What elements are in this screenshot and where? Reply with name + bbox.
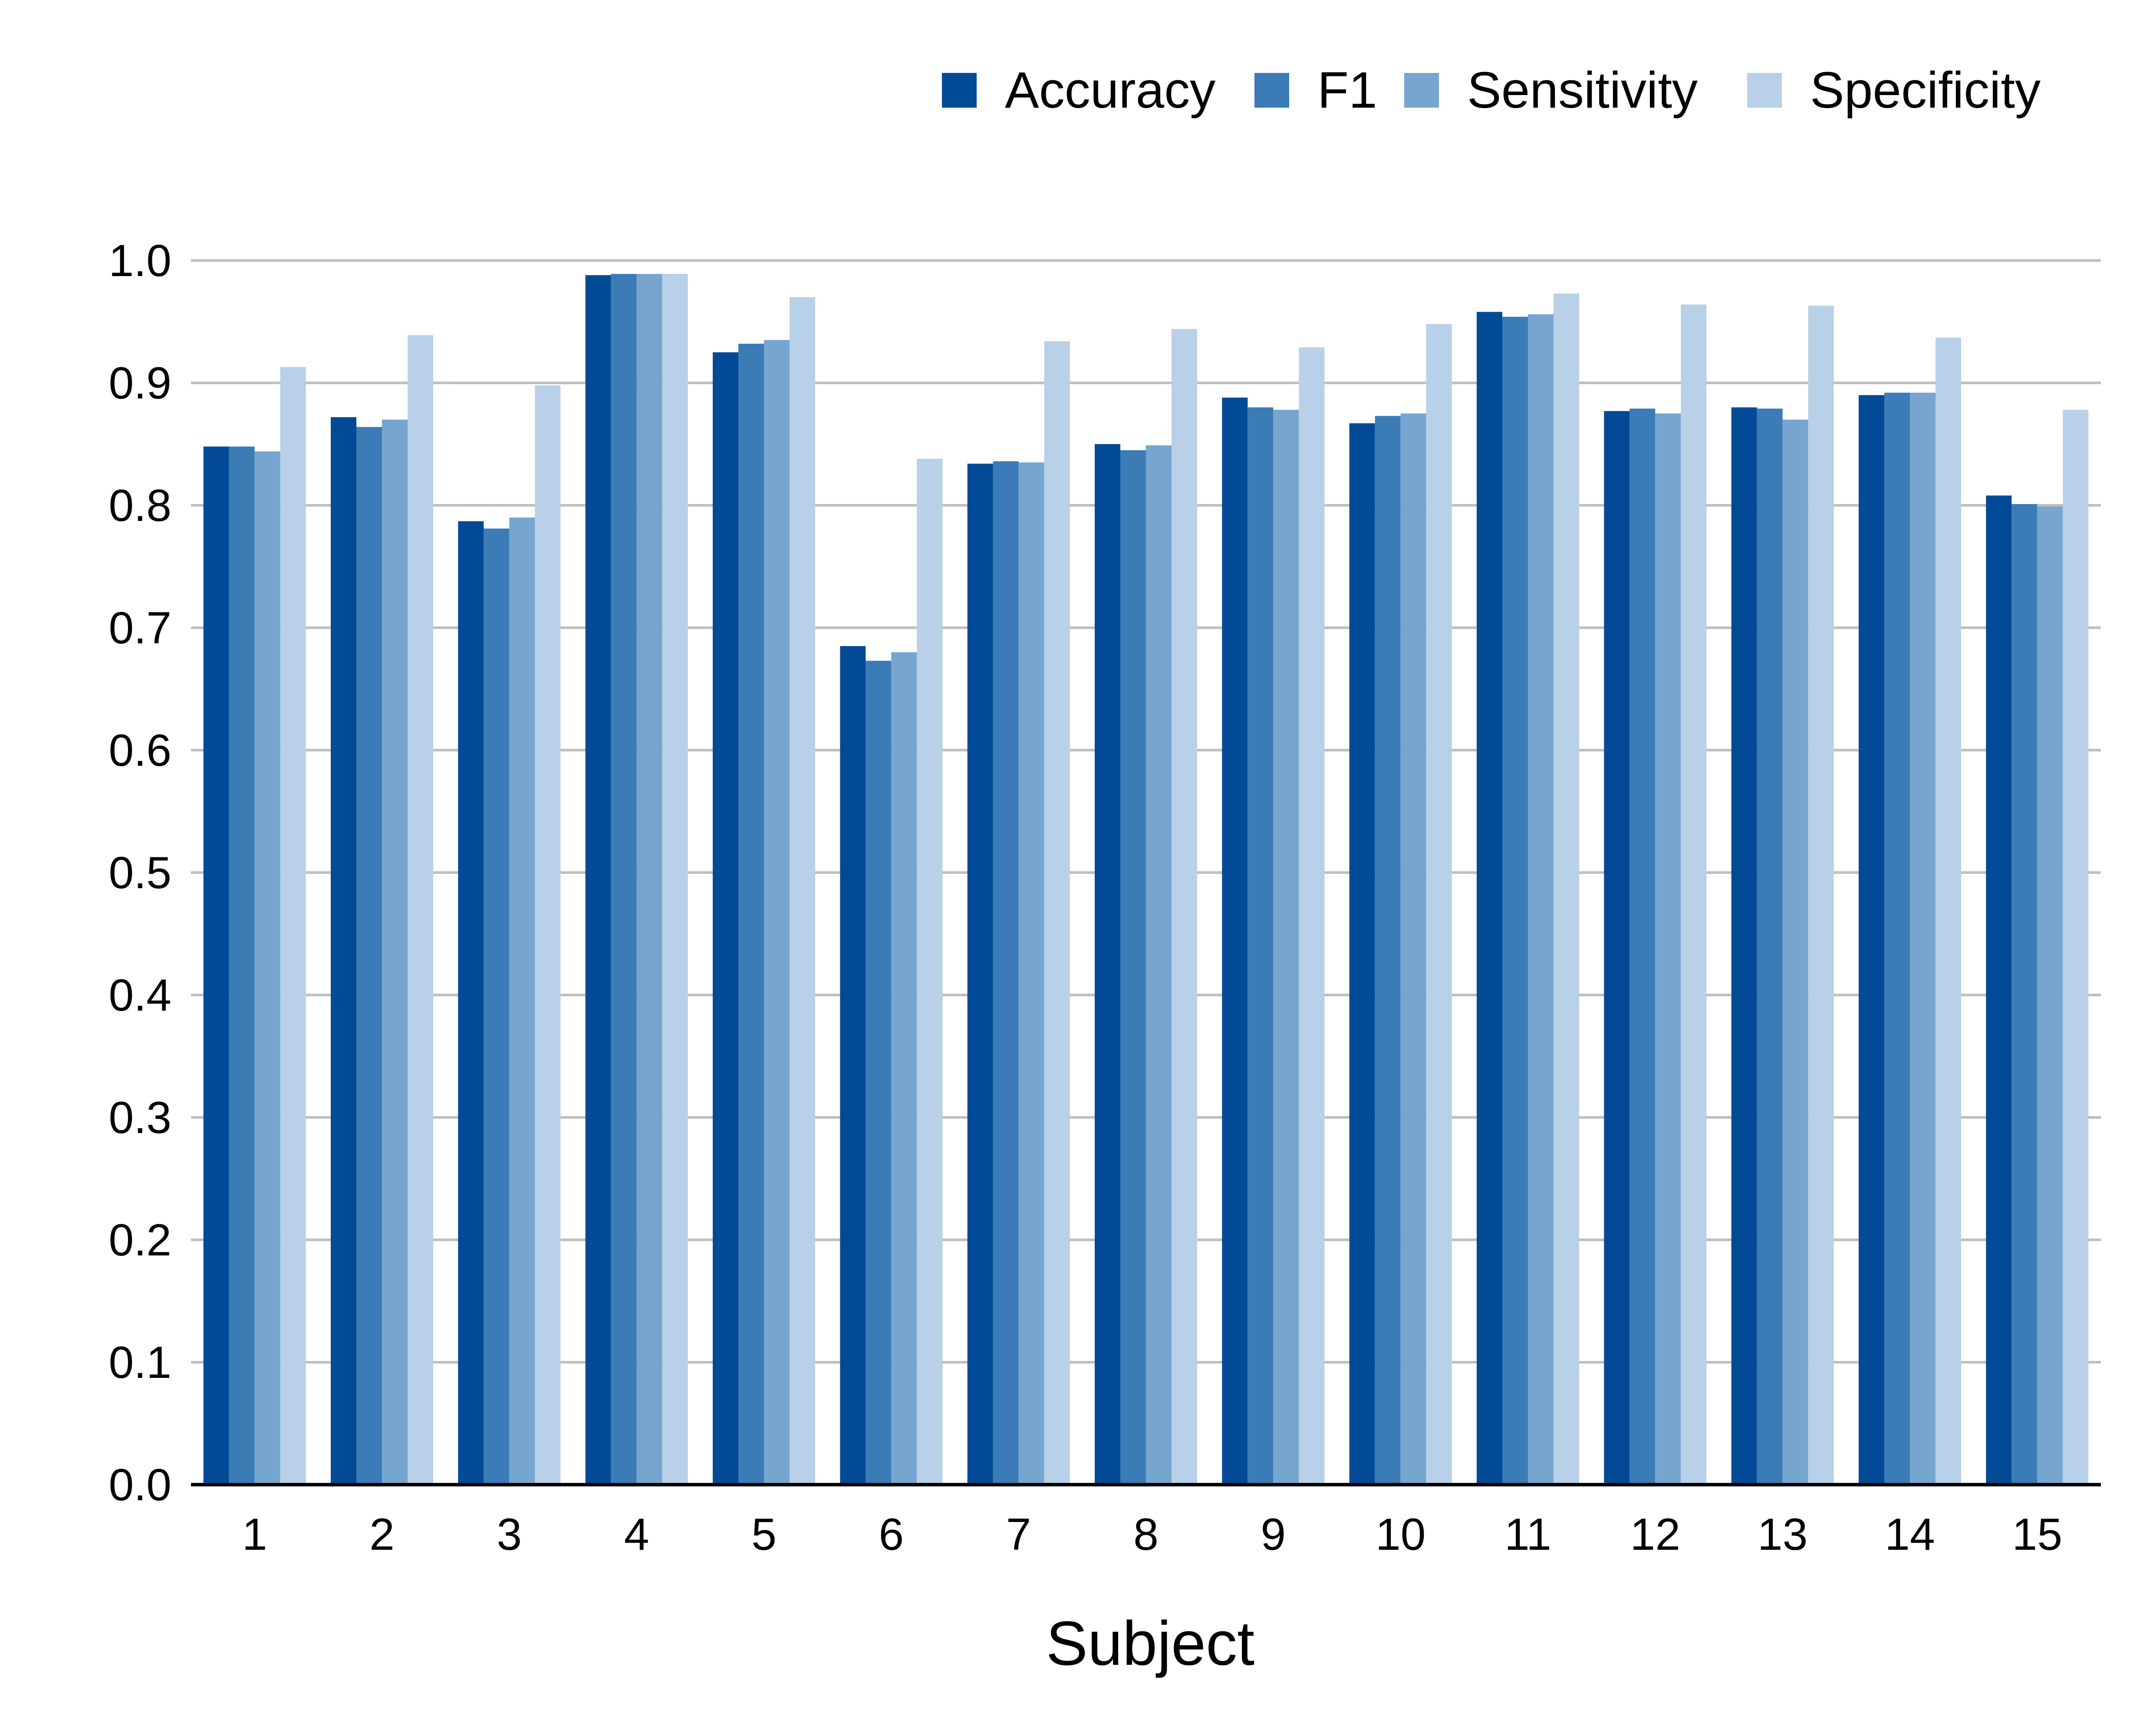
bar-f1-subject-1 xyxy=(229,446,255,1485)
bar-specificity-subject-13 xyxy=(1808,306,1834,1485)
bar-specificity-subject-11 xyxy=(1554,293,1579,1485)
bar-sensitivity-subject-13 xyxy=(1782,419,1808,1485)
bar-sensitivity-subject-9 xyxy=(1273,410,1299,1485)
bar-specificity-subject-6 xyxy=(917,458,943,1485)
y-tick-label: 0.1 xyxy=(109,1337,171,1388)
x-tick-label: 5 xyxy=(751,1509,777,1560)
legend: Accuracy F1 Sensitivity Specificity xyxy=(942,62,2041,119)
x-tick-label: 15 xyxy=(2012,1509,2062,1560)
bar-sensitivity-subject-3 xyxy=(509,517,535,1485)
x-tick-label: 3 xyxy=(497,1509,522,1560)
bar-accuracy-subject-7 xyxy=(967,464,993,1485)
bars xyxy=(203,274,2089,1485)
bar-specificity-subject-2 xyxy=(408,335,433,1485)
bar-accuracy-subject-5 xyxy=(713,352,738,1485)
x-tick-label: 10 xyxy=(1376,1509,1426,1560)
bar-accuracy-subject-13 xyxy=(1731,407,1757,1485)
bar-sensitivity-subject-12 xyxy=(1655,413,1681,1485)
legend-swatch-f1 xyxy=(1254,73,1289,108)
legend-label-f1: F1 xyxy=(1317,62,1377,119)
bar-accuracy-subject-14 xyxy=(1859,395,1884,1485)
x-tick-label: 13 xyxy=(1758,1509,1808,1560)
bar-specificity-subject-12 xyxy=(1681,304,1707,1485)
legend-swatch-specificity xyxy=(1747,73,1782,108)
x-tick-label: 11 xyxy=(1504,1509,1551,1560)
legend-label-sensitivity: Sensitivity xyxy=(1467,62,1698,119)
bar-specificity-subject-8 xyxy=(1172,329,1197,1485)
y-tick-label: 0.3 xyxy=(109,1093,171,1143)
y-tick-label: 0.2 xyxy=(109,1215,171,1265)
bar-accuracy-subject-15 xyxy=(1986,495,2012,1485)
x-tick-label: 2 xyxy=(369,1509,395,1560)
bar-f1-subject-11 xyxy=(1502,316,1528,1485)
bar-specificity-subject-4 xyxy=(662,274,688,1485)
y-tick-label: 1.0 xyxy=(109,236,171,286)
bar-accuracy-subject-1 xyxy=(203,446,229,1485)
axes: 0.00.10.20.30.40.50.60.70.80.91.01 2 3 4 5 6 7… xyxy=(109,236,2101,1560)
legend-label-specificity: Specificity xyxy=(1810,62,2041,119)
legend-swatch-accuracy xyxy=(942,73,977,108)
bar-f1-subject-6 xyxy=(866,661,892,1485)
x-tick-label: 12 xyxy=(1630,1509,1680,1560)
bar-accuracy-subject-6 xyxy=(840,646,866,1485)
bar-f1-subject-2 xyxy=(356,427,382,1485)
y-tick-label: 0.8 xyxy=(109,481,171,531)
x-tick-label: 6 xyxy=(879,1509,904,1560)
x-tick-label: 9 xyxy=(1261,1509,1286,1560)
bar-sensitivity-subject-6 xyxy=(891,652,917,1485)
bar-f1-subject-3 xyxy=(484,528,510,1485)
bar-f1-subject-7 xyxy=(993,461,1019,1485)
bar-specificity-subject-9 xyxy=(1299,347,1325,1485)
bar-f1-subject-13 xyxy=(1757,408,1783,1485)
y-tick-label: 0.4 xyxy=(109,970,171,1021)
x-tick-label: 8 xyxy=(1133,1509,1159,1560)
y-tick-label: 0.5 xyxy=(109,848,171,898)
y-tick-label: 0.6 xyxy=(109,725,171,776)
bar-accuracy-subject-10 xyxy=(1349,423,1375,1485)
bar-f1-subject-12 xyxy=(1629,408,1656,1485)
x-tick-label: 7 xyxy=(1006,1509,1031,1560)
y-tick-label: 0.9 xyxy=(109,358,171,408)
x-tick-label: 1 xyxy=(242,1509,267,1560)
bar-accuracy-subject-8 xyxy=(1095,444,1120,1485)
bar-sensitivity-subject-5 xyxy=(764,340,790,1485)
bar-sensitivity-subject-10 xyxy=(1400,413,1426,1485)
bar-accuracy-subject-4 xyxy=(585,275,611,1485)
x-axis-title: Subject xyxy=(1046,1608,1254,1678)
bar-sensitivity-subject-7 xyxy=(1018,462,1044,1485)
legend-label-accuracy: Accuracy xyxy=(1005,62,1215,119)
bar-sensitivity-subject-2 xyxy=(382,419,408,1485)
bar-specificity-subject-15 xyxy=(2063,410,2089,1485)
bar-f1-subject-8 xyxy=(1120,450,1146,1485)
bar-specificity-subject-14 xyxy=(1935,337,1961,1485)
bar-sensitivity-subject-4 xyxy=(636,274,662,1485)
bar-specificity-subject-3 xyxy=(535,385,561,1485)
bar-sensitivity-subject-14 xyxy=(1910,392,1935,1485)
bar-accuracy-subject-3 xyxy=(458,521,484,1485)
bar-f1-subject-9 xyxy=(1248,407,1274,1485)
legend-swatch-sensitivity xyxy=(1404,73,1439,108)
bar-specificity-subject-10 xyxy=(1426,324,1452,1485)
bar-sensitivity-subject-1 xyxy=(254,451,280,1485)
bar-accuracy-subject-9 xyxy=(1222,397,1248,1485)
bar-f1-subject-15 xyxy=(2011,504,2038,1485)
y-tick-label: 0.7 xyxy=(109,603,171,653)
bar-specificity-subject-1 xyxy=(280,367,306,1485)
x-tick-label: 4 xyxy=(624,1509,649,1560)
bar-accuracy-subject-12 xyxy=(1604,411,1630,1485)
bar-sensitivity-subject-15 xyxy=(2037,506,2063,1485)
x-tick-label: 14 xyxy=(1885,1509,1935,1560)
bar-accuracy-subject-2 xyxy=(331,417,356,1485)
bar-f1-subject-5 xyxy=(738,343,764,1485)
bar-f1-subject-10 xyxy=(1375,416,1401,1485)
bar-f1-subject-4 xyxy=(611,274,637,1485)
bar-accuracy-subject-11 xyxy=(1477,312,1502,1485)
bar-specificity-subject-5 xyxy=(790,297,815,1485)
y-tick-label: 0.0 xyxy=(109,1460,171,1510)
bar-specificity-subject-7 xyxy=(1044,341,1070,1485)
bar-sensitivity-subject-11 xyxy=(1528,314,1554,1485)
bar-f1-subject-14 xyxy=(1884,392,1910,1485)
bar-sensitivity-subject-8 xyxy=(1146,445,1172,1485)
